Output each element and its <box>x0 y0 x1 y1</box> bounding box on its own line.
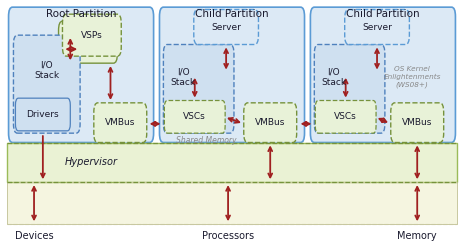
Text: Child Partition: Child Partition <box>195 9 268 19</box>
Text: Drivers: Drivers <box>26 110 59 119</box>
FancyBboxPatch shape <box>13 35 80 133</box>
FancyBboxPatch shape <box>315 100 375 133</box>
FancyBboxPatch shape <box>94 103 146 142</box>
FancyBboxPatch shape <box>390 103 443 142</box>
Bar <box>6 142 457 182</box>
Text: Server: Server <box>361 22 391 32</box>
FancyBboxPatch shape <box>194 10 258 44</box>
Text: VMBus: VMBus <box>105 118 135 127</box>
FancyBboxPatch shape <box>15 98 70 131</box>
Text: Memory: Memory <box>396 231 436 241</box>
Text: Server: Server <box>211 22 241 32</box>
Bar <box>6 182 457 224</box>
FancyBboxPatch shape <box>63 14 121 56</box>
FancyBboxPatch shape <box>159 7 304 142</box>
Text: Root Partition: Root Partition <box>46 9 116 19</box>
Text: Shared Memory: Shared Memory <box>176 136 236 145</box>
Text: Child Partition: Child Partition <box>345 9 419 19</box>
FancyBboxPatch shape <box>313 44 384 133</box>
Text: VSCs: VSCs <box>183 112 206 121</box>
FancyBboxPatch shape <box>164 100 225 133</box>
Text: I/O
Stack: I/O Stack <box>170 68 195 87</box>
Text: VSCs: VSCs <box>333 112 357 121</box>
FancyBboxPatch shape <box>163 44 233 133</box>
Text: I/O
Stack: I/O Stack <box>321 68 346 87</box>
Text: Hypervisor: Hypervisor <box>64 157 117 167</box>
FancyBboxPatch shape <box>58 21 117 63</box>
Text: VMBus: VMBus <box>401 118 432 127</box>
Text: VMBus: VMBus <box>255 118 285 127</box>
Text: Processors: Processors <box>201 231 254 241</box>
Text: Devices: Devices <box>15 231 53 241</box>
FancyBboxPatch shape <box>8 7 153 142</box>
Text: OS Kernel
Enlightenments
(WS08+): OS Kernel Enlightenments (WS08+) <box>383 66 440 88</box>
FancyBboxPatch shape <box>243 103 296 142</box>
FancyBboxPatch shape <box>310 7 455 142</box>
FancyBboxPatch shape <box>344 10 408 44</box>
Text: I/O
Stack: I/O Stack <box>34 60 59 80</box>
Text: VSPs: VSPs <box>81 31 102 40</box>
